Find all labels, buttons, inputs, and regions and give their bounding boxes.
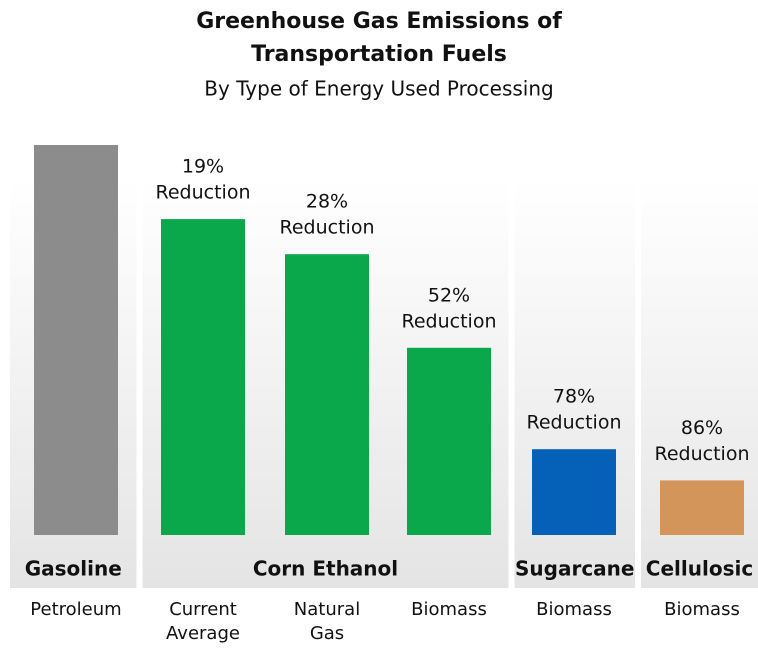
data-label: 86% (681, 417, 723, 439)
chart-title: Greenhouse Gas Emissions of (196, 9, 562, 34)
x-tick-label: Current (169, 599, 237, 620)
chart-title: Transportation Fuels (251, 42, 507, 67)
x-tick-label: Gas (310, 623, 344, 644)
group-label: Cellulosic (646, 557, 753, 581)
data-label: 78% (553, 386, 595, 408)
x-tick-label: Average (166, 623, 240, 644)
data-label: 19% (182, 156, 224, 178)
data-label: Reduction (655, 443, 750, 465)
group-label: Corn Ethanol (253, 557, 398, 581)
group-label: Sugarcane (515, 557, 634, 581)
bar (34, 145, 118, 535)
x-tick-label: Biomass (411, 599, 487, 620)
data-label: Reduction (280, 217, 375, 239)
x-tick-label: Biomass (664, 599, 740, 620)
chart-subtitle: By Type of Energy Used Processing (204, 77, 553, 101)
x-tick-label: Natural (294, 599, 360, 620)
group-label: Gasoline (25, 557, 122, 581)
bar (285, 254, 369, 535)
data-label: 52% (428, 284, 470, 306)
data-label: Reduction (156, 182, 251, 204)
bar (532, 449, 616, 535)
bar (161, 219, 245, 535)
bar (660, 480, 744, 535)
data-label: Reduction (402, 310, 497, 332)
data-label: 28% (306, 191, 348, 213)
bar (407, 347, 491, 535)
x-tick-label: Petroleum (30, 599, 121, 620)
x-tick-label: Biomass (536, 599, 612, 620)
data-label: Reduction (527, 412, 622, 434)
